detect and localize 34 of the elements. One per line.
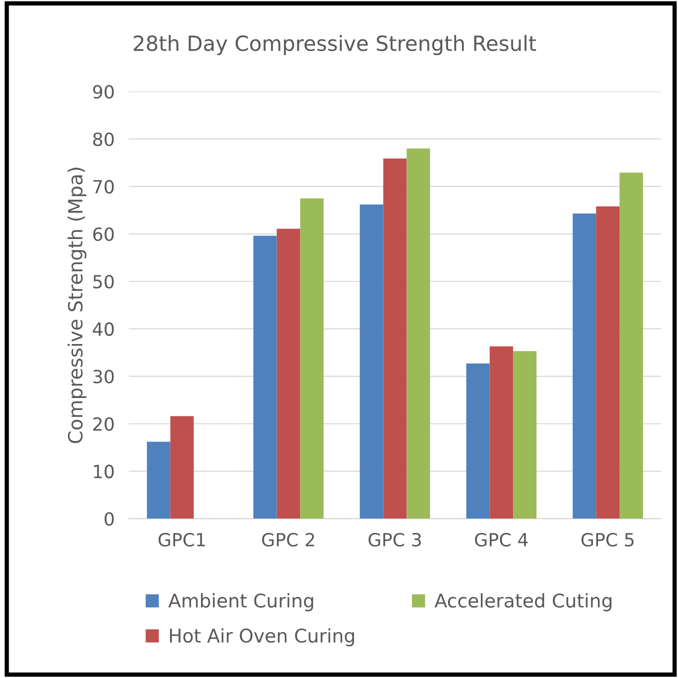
bar xyxy=(620,172,643,519)
bar xyxy=(466,363,490,519)
bar xyxy=(513,351,537,519)
bar xyxy=(383,158,407,519)
y-tick-label: 0 xyxy=(104,512,114,526)
legend-label: Ambient Curing xyxy=(168,593,314,612)
y-tick-label: 40 xyxy=(92,322,114,336)
y-tick-label: 10 xyxy=(94,464,114,478)
y-tick-label: 90 xyxy=(93,84,114,99)
y-tick-label: 60 xyxy=(93,227,114,242)
bar xyxy=(253,236,277,519)
x-tick-label: GPC 2 xyxy=(262,532,314,547)
bar xyxy=(596,206,620,519)
bar xyxy=(300,198,324,519)
bar xyxy=(170,416,194,519)
y-tick-label: 80 xyxy=(93,132,114,146)
x-tick-label: GPC1 xyxy=(158,532,205,547)
y-tick-label: 50 xyxy=(93,274,114,288)
x-tick-label: GPC 5 xyxy=(581,532,634,547)
chart-title: 28th Day Compressive Strength Result xyxy=(134,35,536,56)
y-tick-label: 70 xyxy=(93,180,114,194)
bar xyxy=(490,346,514,519)
bar xyxy=(276,228,300,519)
legend-label: Hot Air Oven Curing xyxy=(170,628,354,646)
bar xyxy=(572,214,596,519)
y-axis-title: Compressive Strength (Mpa) xyxy=(68,168,86,444)
y-tick-label: 30 xyxy=(93,370,114,384)
y-tick-label: 20 xyxy=(93,417,114,431)
legend-label: Accelerated Cuting xyxy=(434,593,612,612)
bar xyxy=(406,148,430,519)
bar xyxy=(360,204,384,519)
bar xyxy=(146,442,170,519)
x-tick-label: GPC 3 xyxy=(368,532,421,547)
x-tick-label: GPC 4 xyxy=(475,532,528,547)
